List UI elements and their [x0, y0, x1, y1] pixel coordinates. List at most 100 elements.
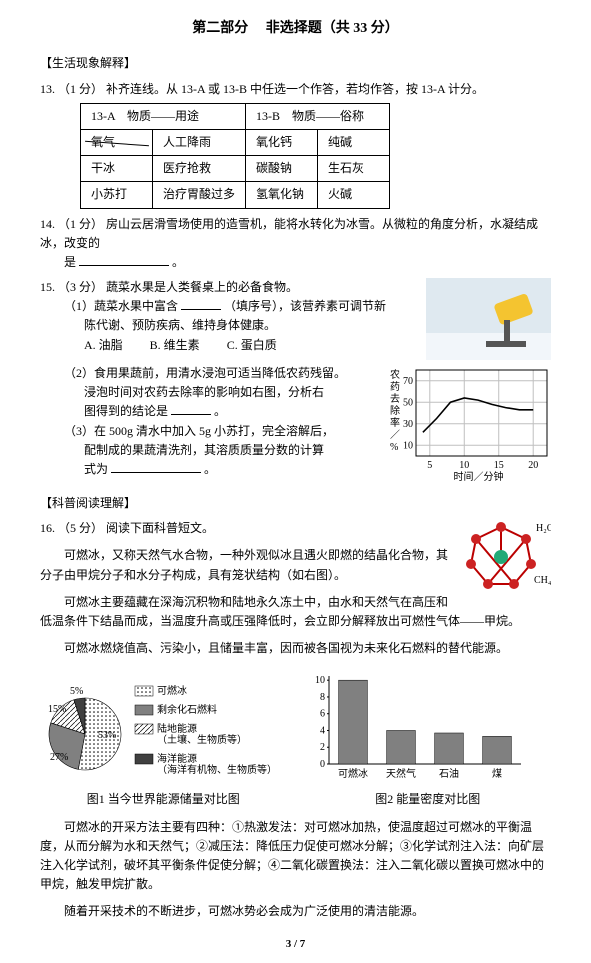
table-cell: 火碱: [318, 182, 390, 208]
q14-num: 14.: [40, 217, 55, 231]
opt-b: B. 维生素: [150, 336, 200, 355]
q16-num: 16.: [40, 521, 55, 535]
passage-p3: 可燃冰燃烧值高、污染小，且储量丰富，因而被各国视为未来化石燃料的替代能源。: [40, 639, 551, 658]
q15-options: A. 油脂 B. 维生素 C. 蛋白质: [40, 336, 418, 355]
svg-text:可燃冰: 可燃冰: [157, 684, 187, 697]
svg-text:0: 0: [320, 759, 325, 770]
q15-p1a: （1）蔬菜水果中富含: [64, 299, 178, 313]
passage-p4: 可燃冰的开采方法主要有四种：①热激发法：对可燃冰加热，使温度超过可燃冰的平衡温度…: [40, 818, 551, 895]
svg-text:（土壤、生物质等）: （土壤、生物质等）: [157, 733, 247, 746]
svg-text:20: 20: [528, 460, 538, 471]
svg-text:70: 70: [403, 376, 413, 387]
q14-text-a: 房山云居滑雪场使用的造雪机，能将水转化为冰雪。从微粒的角度分析，水凝结成冰，改变…: [40, 217, 538, 250]
section-header-1: 【生活现象解释】: [40, 54, 551, 73]
table-cell: 纯碱: [318, 129, 390, 155]
svg-text:30: 30: [403, 419, 413, 430]
q14: 14. （1 分） 房山云居滑雪场使用的造雪机，能将水转化为冰雪。从微粒的角度分…: [40, 215, 551, 273]
part-subtitle: 非选择题（共 33 分）: [266, 21, 399, 36]
q15-p2c: 图得到的结论是: [84, 404, 168, 418]
svg-text:石油: 石油: [439, 767, 459, 780]
svg-text:6: 6: [320, 709, 325, 720]
q16-pts: （5 分）: [58, 521, 103, 535]
svg-text:4: 4: [320, 726, 325, 737]
q13-pts: （1 分）: [58, 82, 103, 96]
q15: 15. （3 分） 蔬菜水果是人类餐桌上的必备食物。 （1）蔬菜水果中富含 （填…: [40, 278, 551, 486]
svg-text:去: 去: [390, 393, 400, 405]
q15-p2b: 浸泡时间对农药去除率的影响如右图，分析右: [40, 383, 386, 402]
q16: H₂O CH₄ 16. （5 分） 阅读下面科普短文。 可燃冰，又称天然气水合物…: [40, 519, 551, 921]
q15-p3b: 配制成的果蔬清洗剂，其溶质质量分数的计算: [40, 441, 386, 460]
opt-c: C. 蛋白质: [227, 336, 277, 355]
svg-text:%: %: [390, 442, 398, 453]
svg-text:10: 10: [403, 440, 413, 451]
svg-text:27%: 27%: [50, 752, 68, 763]
svg-text:天然气: 天然气: [386, 767, 416, 780]
table-cell: 小苏打: [81, 182, 153, 208]
svg-text:（海洋有机物、生物质等）: （海洋有机物、生物质等）: [157, 763, 277, 776]
blank: [171, 403, 211, 415]
svg-text:53%: 53%: [98, 730, 116, 741]
q13-num: 13.: [40, 82, 55, 96]
svg-text:剩余化石燃料: 剩余化石燃料: [157, 703, 217, 716]
table-cell: 氢氧化钠: [246, 182, 318, 208]
q15-p2a: （2）食用果蔬前，用清水浸泡可适当降低农药残留。: [40, 364, 386, 383]
blank: [79, 254, 169, 266]
passage-p5: 随着开采技术的不断进步，可燃冰势必会成为广泛使用的清洁能源。: [40, 902, 551, 921]
label-ch4: CH₄: [534, 575, 551, 586]
q13-table: 13-A 物质——用途 13-B 物质——俗称 氧气 人工降雨 氧化钙 纯碱 干…: [80, 103, 390, 209]
q14-pts: （1 分）: [58, 217, 103, 231]
q15-p3d: 。: [204, 462, 216, 476]
q15-chart: 农药去除率／%103050705101520时间／分钟: [386, 364, 551, 486]
svg-text:8: 8: [320, 692, 325, 703]
q14-text-c: 。: [172, 255, 184, 269]
svg-text:陆地能源: 陆地能源: [157, 722, 197, 735]
fig2: 0 2 4 6 8 10 可燃冰 天然气 石油 煤: [305, 672, 552, 782]
svg-text:药: 药: [390, 381, 400, 393]
part-label: 第二部分: [192, 21, 248, 36]
q15-p1b: （填序号），该营养素可调节新: [224, 299, 386, 313]
svg-text:农: 农: [390, 368, 400, 381]
svg-text:2: 2: [320, 743, 325, 754]
q15-p2d: 。: [214, 404, 226, 418]
tbl-hdr-b: 13-B 物质——俗称: [246, 103, 390, 129]
opt-a: A. 油脂: [84, 336, 123, 355]
svg-text:率: 率: [390, 416, 400, 429]
section-header-2: 【科普阅读理解】: [40, 494, 551, 513]
table-cell: 医疗抢救: [153, 156, 246, 182]
table-cell: 治疗胃酸过多: [153, 182, 246, 208]
svg-text:10: 10: [315, 676, 325, 687]
q15-intro: 蔬菜水果是人类餐桌上的必备食物。: [106, 280, 298, 294]
table-cell: 氧气: [81, 129, 153, 155]
svg-text:可燃冰: 可燃冰: [338, 767, 368, 780]
q13-text: 补齐连线。从 13-A 或 13-B 中任选一个作答，若均作答，按 13-A 计…: [106, 82, 484, 96]
label-h2o: H₂O: [536, 523, 551, 534]
q15-p3a: （3）在 500g 清水中加入 5g 小苏打，完全溶解后，: [40, 422, 386, 441]
molecule-image: H₂O CH₄: [456, 519, 551, 604]
table-cell: 干冰: [81, 156, 153, 182]
table-cell: 生石灰: [318, 156, 390, 182]
q15-num: 15.: [40, 280, 55, 294]
snow-machine-image: [426, 278, 551, 360]
svg-text:50: 50: [403, 397, 413, 408]
svg-text:除: 除: [390, 404, 400, 417]
table-cell: 氧化钙: [246, 129, 318, 155]
q15-pts: （3 分）: [58, 280, 103, 294]
q13: 13. （1 分） 补齐连线。从 13-A 或 13-B 中任选一个作答，若均作…: [40, 80, 551, 209]
fig1-caption: 图1 当今世界能源储量对比图: [40, 790, 287, 809]
blank: [181, 298, 221, 310]
fig2-caption: 图2 能量密度对比图: [305, 790, 552, 809]
svg-text:煤: 煤: [492, 767, 502, 780]
q15-p1c: 陈代谢、预防疾病、维持身体健康。: [40, 316, 418, 335]
svg-text:海洋能源: 海洋能源: [157, 752, 197, 765]
page-footer: 3 / 7: [40, 936, 551, 954]
svg-text:5%: 5%: [70, 686, 83, 697]
blank: [111, 461, 201, 473]
q14-text-b: 是: [64, 255, 76, 269]
svg-text:／: ／: [390, 429, 400, 441]
q15-p3c: 式为: [84, 462, 108, 476]
table-cell: 碳酸钠: [246, 156, 318, 182]
table-cell: 人工降雨: [153, 129, 246, 155]
fig1: 5%15%27%53%可燃冰剩余化石燃料陆地能源（土壤、生物质等）海洋能源（海洋…: [40, 682, 287, 782]
svg-text:5: 5: [427, 460, 432, 471]
tbl-hdr-a: 13-A 物质——用途: [81, 103, 246, 129]
